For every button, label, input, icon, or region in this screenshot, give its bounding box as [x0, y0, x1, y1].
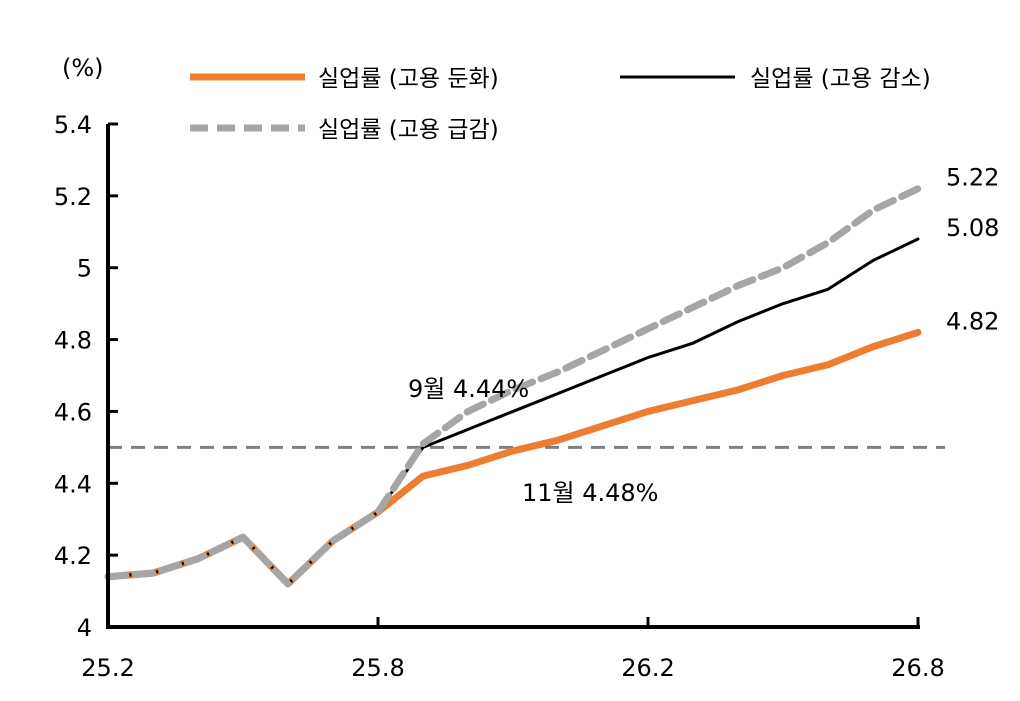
end-value-label: 4.82 — [946, 307, 999, 335]
y-tick-label: 5.4 — [54, 111, 92, 139]
legend: 실업률 (고용 둔화) 실업률 (고용 감소) 실업률 (고용 급감) — [190, 66, 931, 143]
y-tick-label: 4.2 — [54, 542, 92, 570]
y-tick-label: 5 — [77, 255, 92, 283]
legend-label-sharp-decline: 실업률 (고용 급감) — [318, 117, 499, 143]
x-tick-label: 26.2 — [621, 654, 674, 682]
annotation-september: 9월 4.44% — [408, 375, 529, 403]
end-value-label: 5.22 — [946, 164, 999, 192]
y-tick-label: 4.6 — [54, 398, 92, 426]
y-tick-label: 5.2 — [54, 183, 92, 211]
legend-label-slowdown: 실업률 (고용 둔화) — [318, 66, 499, 92]
y-tick-label: 4.4 — [54, 470, 92, 498]
x-tick-label: 26.8 — [891, 654, 944, 682]
end-value-label: 5.08 — [946, 214, 999, 242]
y-tick-label: 4.8 — [54, 327, 92, 355]
x-tick-label: 25.8 — [351, 654, 404, 682]
y-axis-unit-label: (%) — [62, 54, 104, 82]
x-tick-label: 25.2 — [81, 654, 134, 682]
annotation-november: 11월 4.48% — [522, 479, 659, 507]
legend-label-decline: 실업률 (고용 감소) — [750, 66, 931, 92]
y-tick-label: 4 — [77, 614, 92, 642]
